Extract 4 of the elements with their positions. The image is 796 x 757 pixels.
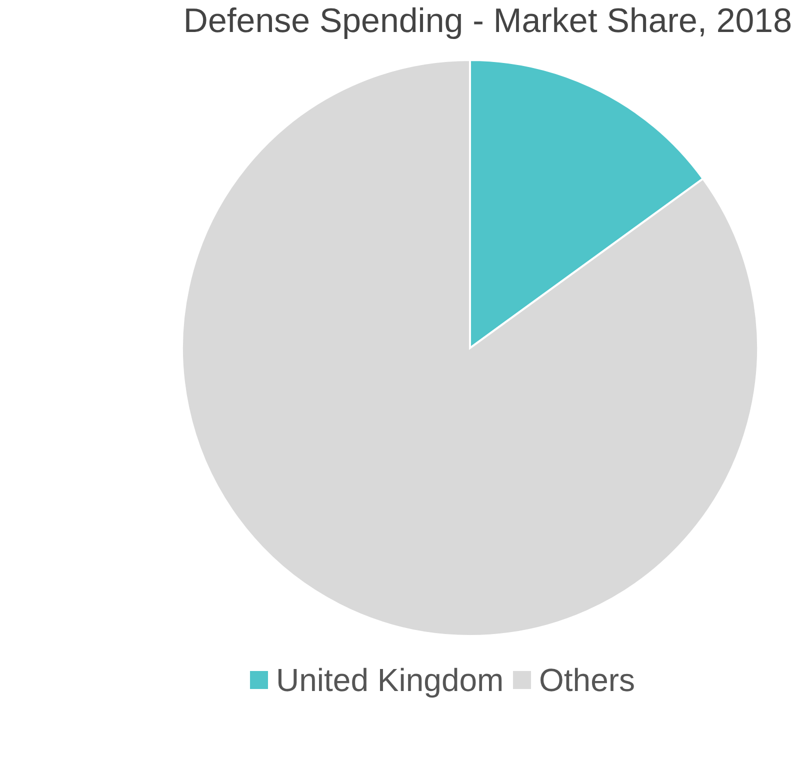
chart-title: Defense Spending - Market Share, 2018 — [183, 2, 792, 40]
pie-slice — [181, 59, 759, 637]
legend-label: United Kingdom — [276, 662, 504, 698]
legend-label: Others — [539, 662, 636, 698]
